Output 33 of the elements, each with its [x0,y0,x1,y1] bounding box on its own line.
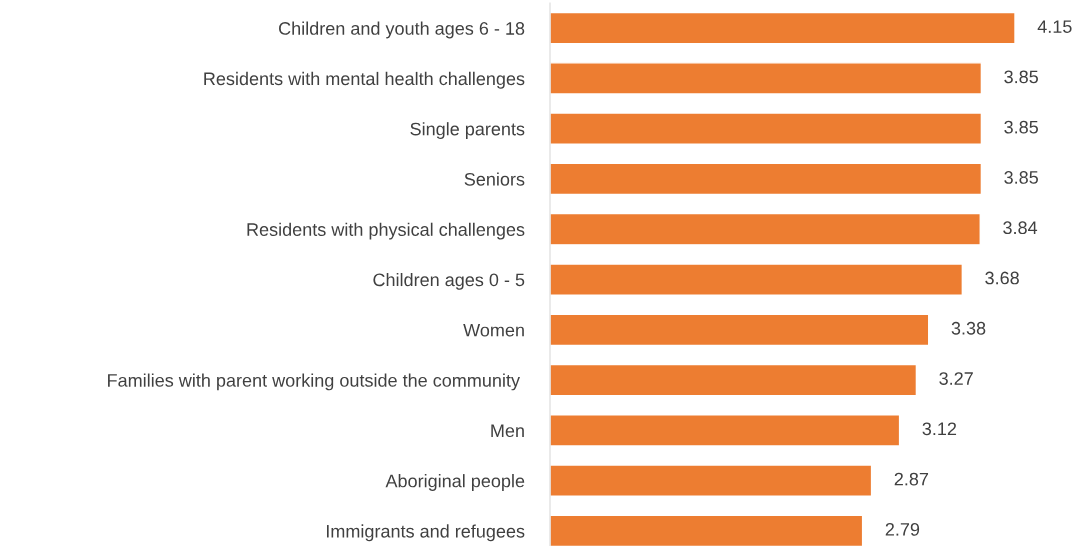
data-label: 3.27 [939,372,973,385]
y-tick-label: Men [491,424,524,438]
data-label: 2.87 [894,472,929,486]
bar [550,313,930,347]
data-label: 2.79 [885,522,920,536]
data-label: 3.84 [1003,221,1038,235]
bar [550,514,864,546]
bar [550,263,964,296]
bar [550,62,983,95]
y-tick-label: Children and youth ages 6 - 18 [279,21,525,39]
y-tick-label: Children ages 0 - 5 [373,272,525,290]
data-label: 3.38 [951,321,986,335]
bar [550,363,918,397]
data-label: 3.68 [985,271,1019,285]
bar [550,112,983,145]
bar [550,212,981,246]
bar [550,464,873,497]
bar [550,11,1015,45]
data-label: 3.85 [1004,70,1038,84]
y-tick-label: Aboriginal people [385,474,525,491]
y-tick-label: Residents with physical challenges [247,222,525,240]
y-tick-label: Residents with mental health challenges [204,71,525,89]
data-label: 3.12 [922,422,957,436]
y-tick-label: Immigrants and refugees [326,524,525,542]
y-tick-label: Seniors [464,172,525,186]
data-label: 4.15 [1037,20,1072,33]
bar [550,414,901,447]
data-label: 3.85 [1004,120,1038,134]
y-tick-label: Women [463,323,524,337]
bar [550,162,983,196]
y-tick-label: Families with parent working outside the community [108,373,520,391]
y-tick-label: Single parents [410,122,525,139]
data-label: 3.85 [1004,171,1038,184]
